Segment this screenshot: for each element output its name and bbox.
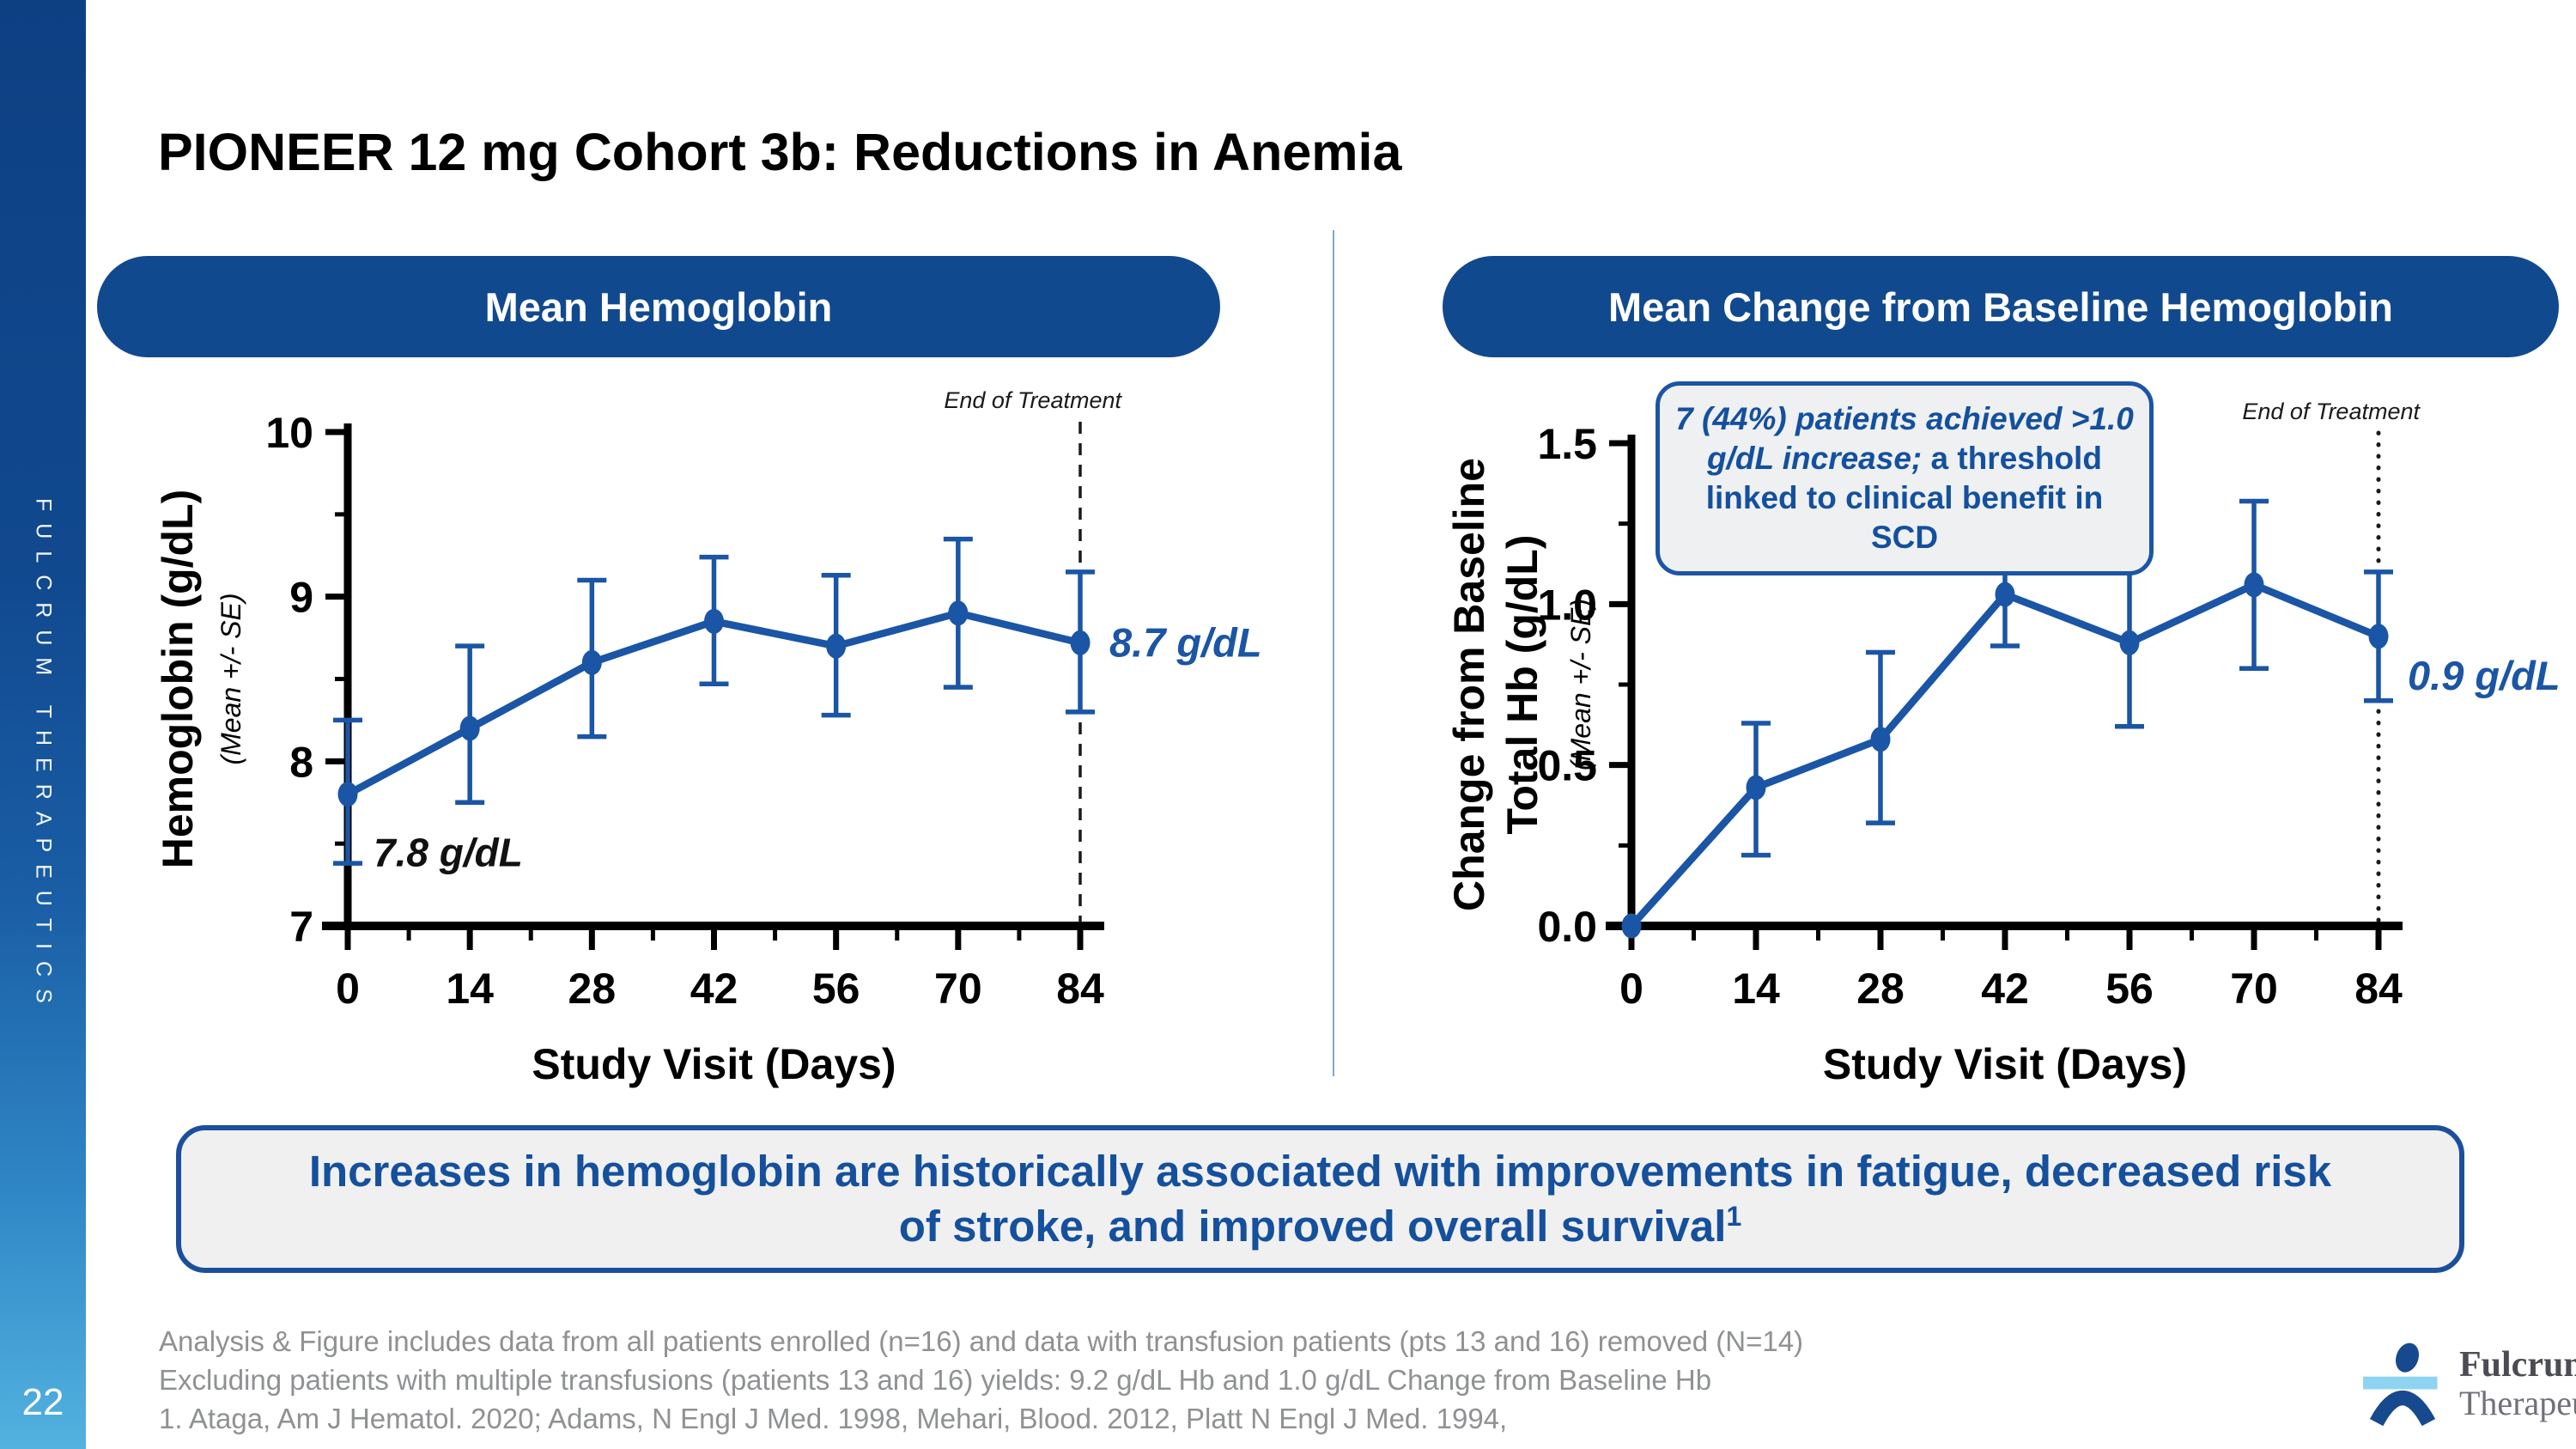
svg-text:Study Visit (Days): Study Visit (Days) bbox=[1823, 1040, 2187, 1088]
svg-text:84: 84 bbox=[2354, 965, 2403, 1013]
takeaway-line1: Increases in hemoglobin are historically… bbox=[308, 1146, 2332, 1196]
change-from-baseline-chart-container: End of Treatment 0.0 0.5 1.0 1.5 0 14 28 42 56 70 8… bbox=[1374, 368, 2576, 1106]
hemoglobin-chart-container: End of Treatment 7 8 9 10 0 14 28 42 56 70 84 Study … bbox=[101, 368, 1303, 1106]
panel-divider bbox=[1333, 230, 1334, 1076]
hemoglobin-chart: End of Treatment 7 8 9 10 0 14 28 42 56 70 84 Study … bbox=[154, 387, 1262, 1088]
page-number: 22 bbox=[21, 1381, 64, 1423]
footnote-line: 1. Ataga, Am J Hematol. 2020; Adams, N E… bbox=[159, 1402, 1508, 1434]
svg-text:28: 28 bbox=[1856, 965, 1905, 1013]
svg-text:End of Treatment: End of Treatment bbox=[2242, 399, 2421, 424]
svg-text:(Mean +/- SE): (Mean +/- SE) bbox=[216, 593, 246, 764]
sidebar: FULCRUM THERAPEUTICS 22 bbox=[0, 0, 86, 1449]
svg-text:70: 70 bbox=[934, 965, 982, 1013]
svg-text:56: 56 bbox=[2105, 965, 2154, 1013]
svg-text:28: 28 bbox=[568, 965, 617, 1013]
panel-header-mean-hemoglobin: Mean Hemoglobin bbox=[97, 256, 1220, 357]
fulcrum-logo: Fulcrum Therapeutics bbox=[2363, 1342, 2576, 1426]
svg-text:7: 7 bbox=[289, 903, 313, 951]
svg-text:42: 42 bbox=[690, 965, 738, 1013]
svg-text:42: 42 bbox=[1981, 965, 2029, 1013]
page-title: PIONEER 12 mg Cohort 3b: Reductions in A… bbox=[158, 123, 1402, 181]
svg-text:Study Visit (Days): Study Visit (Days) bbox=[532, 1040, 896, 1088]
footnote-line: Analysis & Figure includes data from all… bbox=[159, 1325, 1804, 1357]
svg-text:Hemoglobin (g/dL): Hemoglobin (g/dL) bbox=[154, 490, 202, 869]
svg-text:End of Treatment: End of Treatment bbox=[944, 387, 1122, 413]
svg-text:14: 14 bbox=[1732, 965, 1780, 1013]
svg-text:7.8 g/dL: 7.8 g/dL bbox=[374, 831, 523, 875]
logo-brand-name: Fulcrum bbox=[2459, 1344, 2576, 1385]
takeaway-box: Increases in hemoglobin are historically… bbox=[176, 1125, 2464, 1273]
panel-header-mean-change-baseline: Mean Change from Baseline Hemoglobin bbox=[1443, 256, 2559, 357]
responders-callout: 7 (44%) patients achieved >1.0 g/dL incr… bbox=[1656, 381, 2154, 575]
svg-text:0.5: 0.5 bbox=[1537, 742, 1597, 790]
footnote-line: Excluding patients with multiple transfu… bbox=[159, 1363, 1712, 1396]
svg-text:0.9 g/dL: 0.9 g/dL bbox=[2408, 653, 2561, 698]
takeaway-reference-superscript: 1 bbox=[1726, 1201, 1742, 1232]
svg-text:0.0: 0.0 bbox=[1537, 903, 1597, 951]
svg-text:14: 14 bbox=[446, 965, 494, 1013]
svg-text:70: 70 bbox=[2230, 965, 2278, 1013]
svg-text:Total Hb (g/dL): Total Hb (g/dL) bbox=[1498, 535, 1546, 835]
svg-text:8.7 g/dL: 8.7 g/dL bbox=[1109, 619, 1262, 665]
sidebar-company-name: FULCRUM THERAPEUTICS bbox=[31, 498, 56, 1015]
fulcrum-logo-text: Fulcrum Therapeutics bbox=[2459, 1344, 2576, 1423]
svg-text:Change from Baseline: Change from Baseline bbox=[1445, 458, 1493, 911]
fulcrum-logo-icon bbox=[2363, 1342, 2438, 1426]
svg-text:1.0: 1.0 bbox=[1537, 581, 1597, 629]
svg-text:1.5: 1.5 bbox=[1537, 420, 1597, 468]
svg-text:10: 10 bbox=[265, 409, 313, 457]
responders-callout-regular-text: a threshold linked to clinical benefit i… bbox=[1705, 440, 2104, 555]
logo-brand-subname: Therapeutics bbox=[2459, 1384, 2576, 1423]
svg-text:84: 84 bbox=[1056, 965, 1104, 1013]
svg-text:56: 56 bbox=[812, 965, 860, 1013]
svg-text:9: 9 bbox=[289, 574, 313, 622]
svg-text:0: 0 bbox=[336, 965, 360, 1013]
responders-callout-italic-text: 7 (44%) patients achieved >1.0 g/dL incr… bbox=[1675, 401, 2134, 476]
svg-text:0: 0 bbox=[1619, 965, 1643, 1013]
takeaway-line2: of stroke, and improved overall survival… bbox=[898, 1201, 1742, 1251]
footnotes: Analysis & Figure includes data from all… bbox=[159, 1323, 1803, 1439]
svg-text:8: 8 bbox=[289, 738, 313, 786]
svg-text:(Mean +/- SE): (Mean +/- SE) bbox=[1565, 599, 1596, 770]
